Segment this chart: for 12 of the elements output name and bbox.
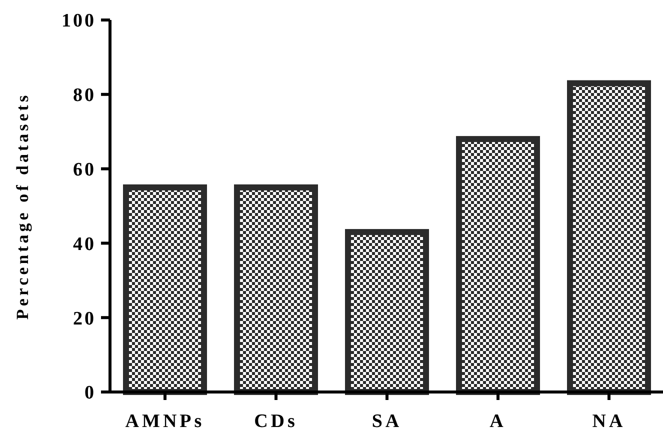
y-tick-label: 0 <box>84 382 96 404</box>
x-tick-label: NA <box>592 411 626 432</box>
x-tick-label: CDs <box>254 411 298 432</box>
y-axis-title: Percentage of datasets <box>13 92 32 320</box>
y-tick-label: 100 <box>62 10 96 32</box>
y-tick-label: 60 <box>73 159 96 180</box>
x-tick-label: A <box>490 411 506 432</box>
y-tick-label: 40 <box>73 234 96 255</box>
x-tick-label: SA <box>372 411 402 432</box>
y-tick-label: 80 <box>73 85 96 106</box>
y-tick-label: 20 <box>73 308 96 330</box>
x-tick-label: AMNPs <box>125 411 205 432</box>
